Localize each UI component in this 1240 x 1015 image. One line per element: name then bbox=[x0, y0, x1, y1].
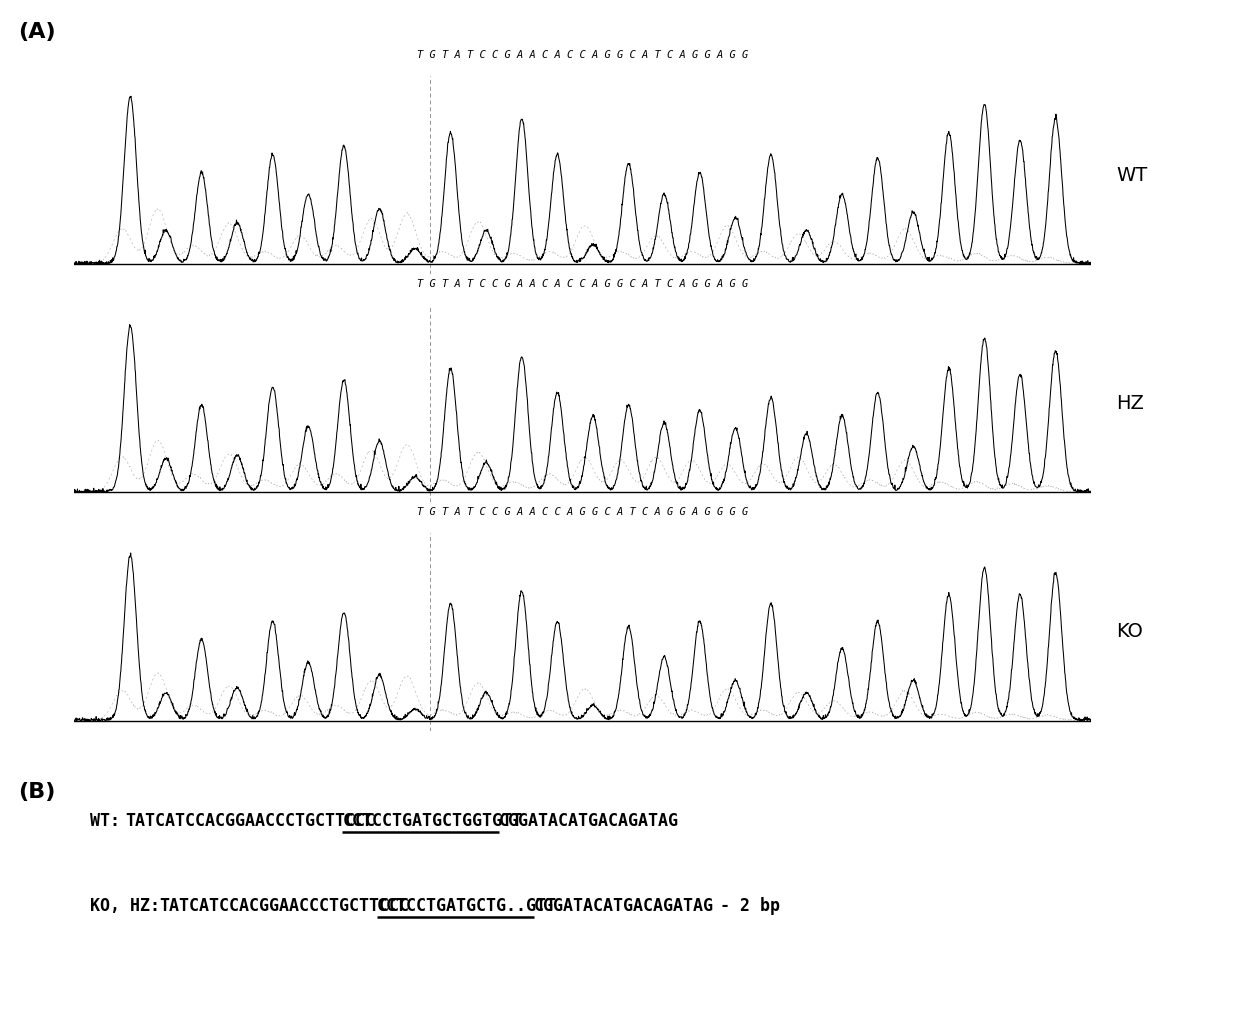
Text: (B): (B) bbox=[19, 782, 56, 802]
Text: WT: WT bbox=[1116, 165, 1148, 185]
Text: KO: KO bbox=[1116, 622, 1143, 641]
Text: - 2 bp: - 2 bp bbox=[691, 897, 780, 915]
Text: CCTCCTGATGCTGGTGTT: CCTCCTGATGCTGGTGTT bbox=[342, 812, 522, 830]
Text: CGGATACATGACAGATAG: CGGATACATGACAGATAG bbox=[498, 812, 680, 830]
Text: (A): (A) bbox=[19, 22, 56, 43]
Text: T G T A T C C G A A C C A G G C A T C A G G A G G G G: T G T A T C C G A A C C A G G C A T C A … bbox=[417, 508, 749, 517]
Text: T G T A T C C G A A C A C C A G G C A T C A G G A G G: T G T A T C C G A A C A C C A G G C A T … bbox=[417, 279, 749, 288]
Text: HZ: HZ bbox=[1116, 394, 1145, 413]
Text: T G T A T C C G A A C A C C A G G C A T C A G G A G G: T G T A T C C G A A C A C C A G G C A T … bbox=[417, 51, 749, 60]
Text: WT:: WT: bbox=[91, 812, 130, 830]
Text: CGGATACATGACAGATAG: CGGATACATGACAGATAG bbox=[533, 897, 714, 915]
Text: TATCATCCACGGAACCCTGCTTCCC: TATCATCCACGGAACCCTGCTTCCC bbox=[125, 812, 374, 830]
Text: CCTCCTGATGCTG..GTT: CCTCCTGATGCTG..GTT bbox=[377, 897, 557, 915]
Text: TATCATCCACGGAACCCTGCTTCCC: TATCATCCACGGAACCCTGCTTCCC bbox=[160, 897, 409, 915]
Text: KO, HZ:: KO, HZ: bbox=[91, 897, 170, 915]
